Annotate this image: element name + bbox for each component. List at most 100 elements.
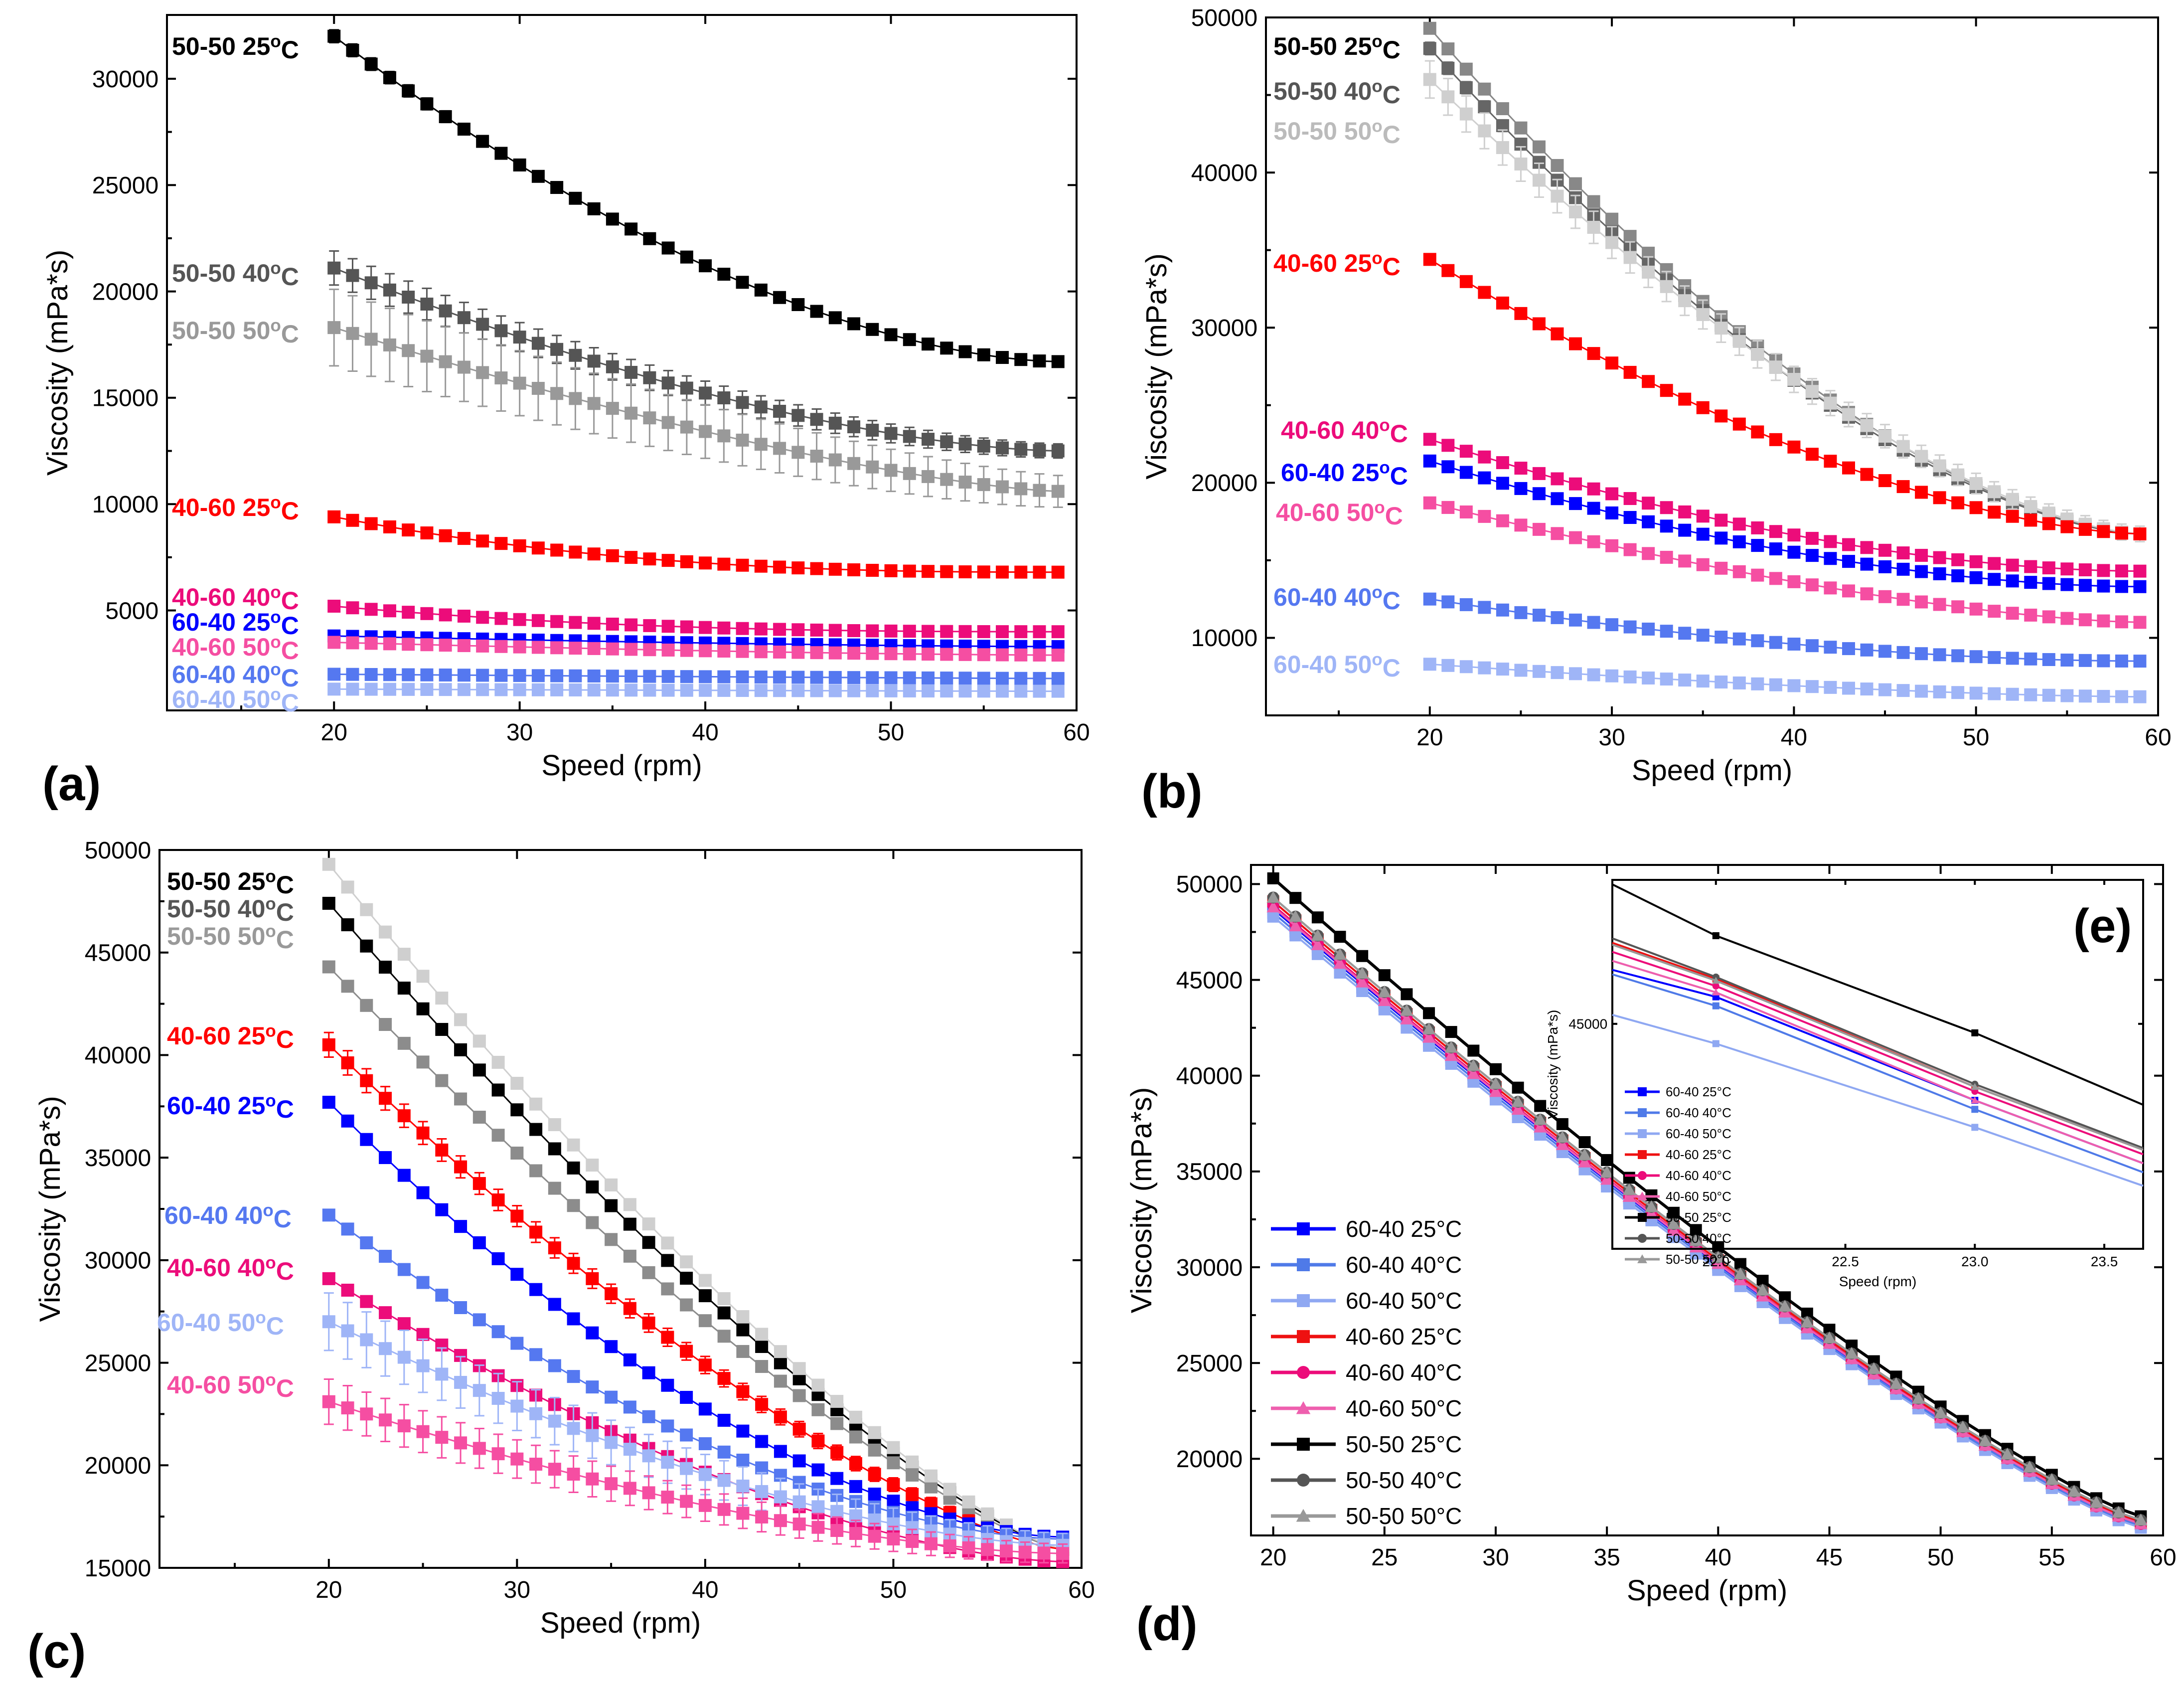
series-label: 40-60 25oC — [167, 1021, 294, 1053]
series-label-unit: C — [1383, 654, 1401, 682]
data-point — [587, 202, 601, 215]
data-point — [476, 669, 489, 682]
series-label: 40-60 40oC — [1281, 415, 1408, 448]
data-point — [1014, 482, 1028, 496]
series-label: 50-50 50oC — [172, 316, 299, 348]
data-point — [847, 624, 861, 637]
data-point — [922, 565, 935, 578]
series-label-unit: C — [1385, 502, 1403, 530]
data-point — [397, 982, 411, 995]
data-point — [996, 672, 1009, 685]
data-point — [1860, 541, 1873, 554]
series-label: 50-50 50oC — [1273, 116, 1401, 149]
y-tick-label: 50000 — [85, 838, 151, 864]
data-point — [2006, 607, 2019, 620]
data-point — [587, 354, 601, 368]
data-point — [2024, 576, 2037, 589]
chart-panel-c: 20 30 40 50 60 15000 20000 25000 30000 35000 40000… — [27, 838, 1095, 1678]
data-point — [494, 669, 508, 682]
data-point — [810, 450, 823, 463]
data-point — [1489, 1077, 1503, 1089]
series-40-60-50-8 — [322, 1378, 1070, 1564]
data-point — [605, 1477, 618, 1491]
series-50-50-25-0 — [322, 896, 1070, 1556]
data-point — [605, 1199, 618, 1212]
data-point — [887, 1532, 900, 1546]
data-point — [1878, 543, 1892, 557]
series-label-text: 40-60 50 — [167, 1371, 265, 1399]
data-point — [755, 1511, 769, 1524]
series-40-60-25-3 — [322, 1031, 1070, 1556]
data-point — [922, 671, 935, 684]
data-point — [1805, 639, 1819, 653]
data-point — [1805, 578, 1819, 592]
data-point — [383, 338, 396, 351]
data-point — [379, 961, 392, 974]
data-point — [327, 29, 341, 43]
data-point — [383, 637, 396, 651]
data-point — [1805, 448, 1819, 461]
y-tick-label: 25000 — [92, 172, 158, 199]
series-label-degree: o — [1372, 650, 1382, 669]
data-point — [680, 1298, 693, 1312]
data-point — [661, 554, 675, 567]
data-point — [755, 1360, 769, 1373]
data-point — [548, 1298, 561, 1311]
data-point — [360, 939, 373, 953]
data-point — [828, 416, 842, 430]
series-label: 40-60 25oC — [172, 493, 299, 525]
data-point — [606, 360, 619, 373]
data-point — [849, 1410, 862, 1424]
data-point — [1712, 982, 1719, 990]
series-label-text: 60-40 50 — [172, 685, 270, 713]
data-point — [699, 683, 712, 697]
series-line — [328, 966, 1063, 1550]
series-line — [1612, 1013, 2144, 1187]
legend-label-degree: ° — [1717, 1084, 1722, 1099]
data-point — [569, 545, 582, 559]
legend-label-degree: ° — [1436, 1216, 1445, 1242]
data-point — [1532, 608, 1546, 622]
data-point — [698, 1289, 712, 1303]
data-point — [472, 1063, 486, 1077]
data-point — [922, 470, 935, 483]
data-point — [661, 670, 675, 683]
series-label-text: 50-50 25 — [1273, 32, 1372, 60]
legend-label: 40-60 25°C — [1666, 1147, 1731, 1162]
legend-label-text: 50-50 50 — [1346, 1503, 1436, 1529]
data-point — [792, 1389, 806, 1402]
legend-label-unit: C — [1445, 1324, 1462, 1349]
series-label-degree: o — [265, 1021, 276, 1040]
series-label-unit: C — [276, 1374, 294, 1402]
y-tick-label: 20000 — [92, 279, 158, 305]
data-point — [606, 642, 619, 656]
data-point — [1556, 1131, 1569, 1143]
data-point — [1532, 487, 1546, 501]
y-tick-label: 10000 — [1191, 625, 1257, 652]
data-point — [1037, 1546, 1051, 1560]
data-point — [903, 333, 916, 346]
data-point — [1933, 685, 1946, 698]
series-label: 40-60 50oC — [167, 1370, 294, 1402]
data-point — [1378, 985, 1392, 998]
data-point — [1756, 1283, 1769, 1296]
data-point — [1532, 665, 1546, 678]
legend-label-text: 50-50 25 — [1666, 1210, 1717, 1225]
data-point — [680, 1462, 693, 1475]
data-point — [940, 435, 953, 449]
data-point — [1860, 468, 1873, 481]
data-point — [416, 1002, 430, 1015]
data-point — [1334, 931, 1346, 943]
legend-marker — [1297, 1438, 1310, 1451]
data-point — [1769, 360, 1782, 374]
y-axis-title: Viscosity (mPa*s) — [34, 1096, 66, 1322]
data-point — [868, 1468, 881, 1481]
data-point — [1988, 651, 2001, 664]
series-label-unit: C — [281, 36, 299, 64]
data-point — [550, 543, 564, 557]
data-point — [510, 1399, 524, 1413]
series-line — [1612, 944, 2144, 1151]
data-point — [1587, 221, 1600, 234]
panel-letter: (e) — [2073, 899, 2132, 953]
y-tick-label: 45000 — [1568, 1016, 1607, 1032]
